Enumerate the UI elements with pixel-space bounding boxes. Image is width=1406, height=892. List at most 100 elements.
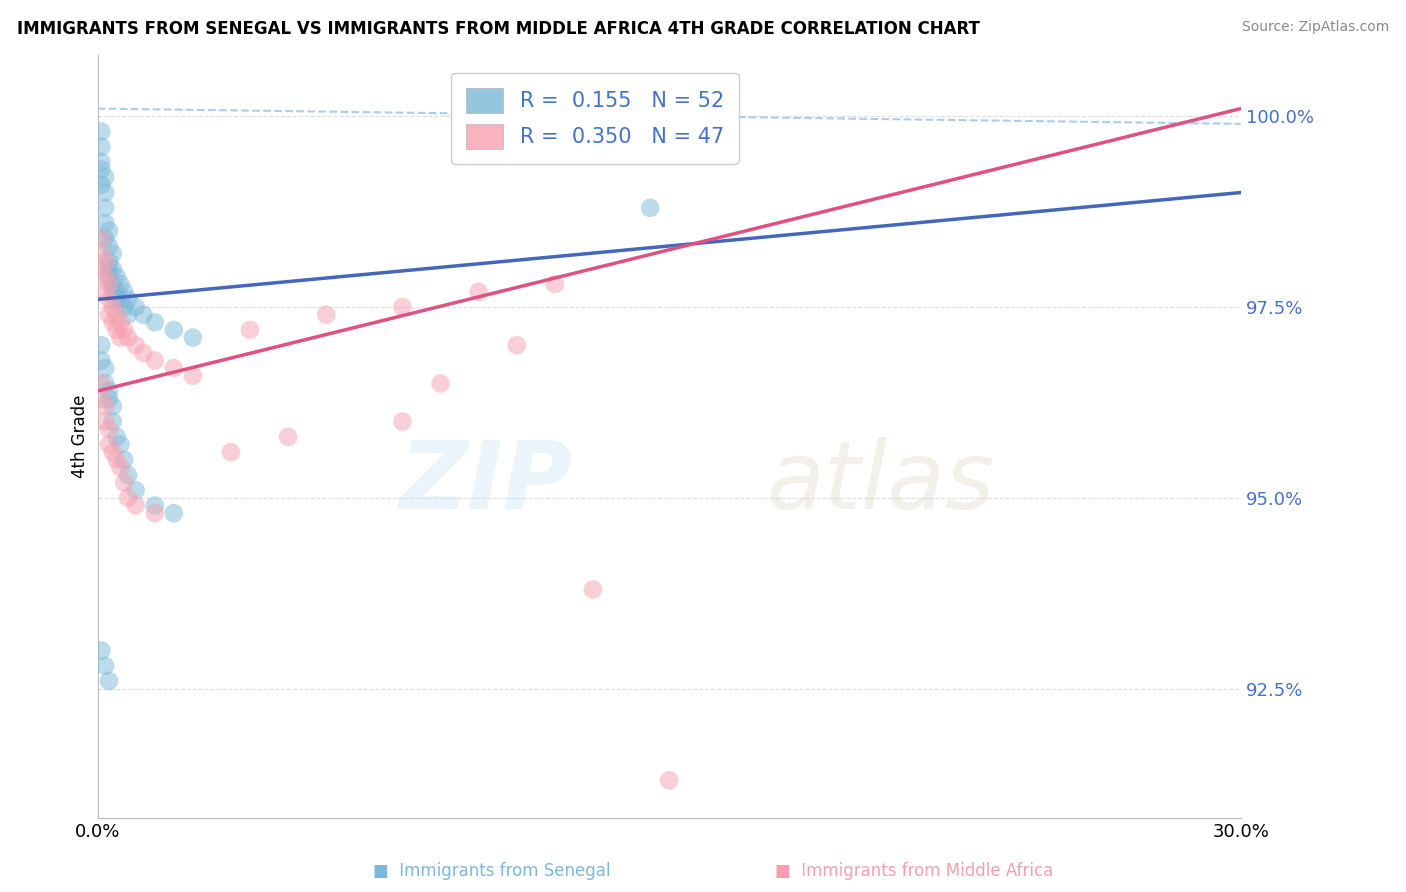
Point (101, 261, 124, 276)
Point (117, 293, 139, 307)
Point (90, 392, 112, 406)
Point (90, 178, 112, 192)
Point (125, 499, 148, 513)
Point (105, 269, 128, 284)
Point (117, 467, 139, 482)
Point (239, 323, 262, 337)
Point (101, 300, 124, 314)
Point (110, 277, 132, 292)
Point (98, 674, 121, 689)
Point (506, 338, 529, 352)
Point (105, 430, 128, 444)
Point (117, 330, 139, 344)
Point (105, 323, 128, 337)
Point (98, 293, 121, 307)
Point (90, 643, 112, 657)
Point (94, 269, 117, 284)
Point (98, 224, 121, 238)
Point (125, 483, 148, 498)
Text: atlas: atlas (766, 437, 994, 528)
Point (163, 506, 186, 520)
Point (638, 201, 661, 215)
Point (181, 368, 204, 383)
Point (658, 773, 681, 788)
Point (219, 445, 242, 459)
Point (315, 308, 337, 322)
Point (143, 353, 166, 368)
Point (98, 254, 121, 268)
Point (94, 415, 117, 429)
Point (98, 239, 121, 253)
Text: ■  Immigrants from Middle Africa: ■ Immigrants from Middle Africa (775, 863, 1053, 880)
Point (110, 293, 132, 307)
Point (101, 277, 124, 292)
Point (429, 376, 451, 391)
Point (105, 308, 128, 322)
Point (110, 330, 132, 344)
Point (90, 140, 112, 154)
Legend: R =  0.155   N = 52, R =  0.350   N = 47: R = 0.155 N = 52, R = 0.350 N = 47 (451, 73, 738, 163)
Point (90, 246, 112, 260)
Point (94, 254, 117, 268)
Point (112, 475, 135, 490)
Point (90, 231, 112, 245)
Point (94, 186, 117, 200)
Point (90, 124, 112, 138)
Point (90, 162, 112, 177)
Point (98, 261, 121, 276)
Point (112, 300, 135, 314)
Point (101, 285, 124, 299)
Point (467, 285, 489, 299)
Point (391, 415, 413, 429)
Point (181, 330, 204, 344)
Point (98, 269, 121, 284)
Text: ■  Immigrants from Senegal: ■ Immigrants from Senegal (374, 863, 610, 880)
Point (94, 361, 117, 376)
Point (94, 285, 117, 299)
Point (98, 277, 121, 292)
Point (98, 392, 121, 406)
Point (125, 338, 148, 352)
Point (90, 155, 112, 169)
Point (101, 315, 124, 329)
Point (105, 285, 128, 299)
Point (94, 658, 117, 673)
Point (90, 261, 112, 276)
Point (98, 384, 121, 398)
Point (391, 300, 413, 314)
Point (101, 246, 124, 260)
Point (112, 452, 135, 467)
Point (277, 430, 299, 444)
Point (90, 353, 112, 368)
Text: ZIP: ZIP (399, 436, 572, 529)
Point (101, 415, 124, 429)
Point (110, 315, 132, 329)
Point (163, 361, 186, 376)
Point (94, 399, 117, 413)
Point (132, 346, 155, 360)
Point (105, 293, 128, 307)
Point (582, 582, 605, 597)
Text: IMMIGRANTS FROM SENEGAL VS IMMIGRANTS FROM MIDDLE AFRICA 4TH GRADE CORRELATION C: IMMIGRANTS FROM SENEGAL VS IMMIGRANTS FR… (17, 20, 980, 37)
Point (112, 285, 135, 299)
Point (117, 491, 139, 505)
Point (143, 315, 166, 329)
Point (98, 422, 121, 436)
Point (143, 506, 166, 520)
Point (94, 376, 117, 391)
Point (90, 376, 112, 391)
Point (101, 399, 124, 413)
Point (94, 216, 117, 230)
Point (125, 300, 148, 314)
Point (101, 445, 124, 459)
Point (94, 231, 117, 245)
Point (110, 460, 132, 475)
Point (110, 437, 132, 451)
Point (132, 308, 155, 322)
Point (90, 338, 112, 352)
Point (94, 170, 117, 185)
Point (105, 452, 128, 467)
Point (94, 201, 117, 215)
Point (98, 308, 121, 322)
Point (117, 308, 139, 322)
